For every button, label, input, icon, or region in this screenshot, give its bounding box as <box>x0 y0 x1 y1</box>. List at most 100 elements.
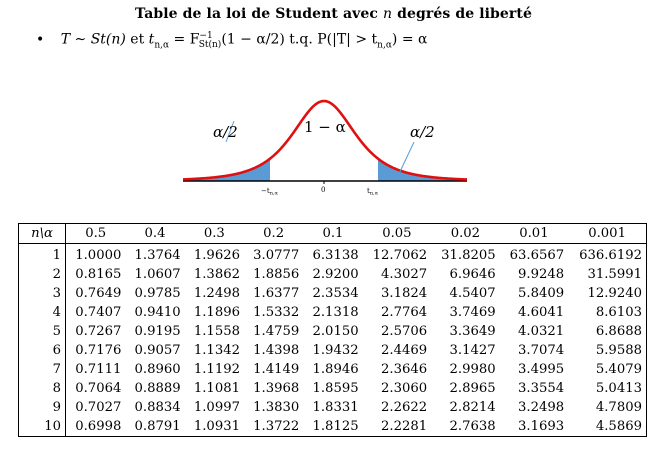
quantile-cell: 3.3649 <box>449 324 496 339</box>
quantile-cell: 1.3830 <box>253 400 300 415</box>
quantile-cell: 4.3027 <box>380 267 428 282</box>
quantile-cell: 0.7064 <box>75 381 122 396</box>
degrees-of-freedom-cell: 9 <box>18 398 66 417</box>
quantile-cell: 0.7111 <box>75 362 122 377</box>
quantile-cell: 4.7809 <box>595 400 642 415</box>
center-label: 1 − α <box>304 118 346 136</box>
quantile-cell: 1.4398 <box>253 343 300 358</box>
quantile-cell: 63.6567 <box>509 248 565 263</box>
quantile-cell: 2.2622 <box>380 400 428 415</box>
quantile-cell: 3.1427 <box>449 343 496 358</box>
quantile-cell: 2.8214 <box>449 400 496 415</box>
student-table: n\α 0.5 0.4 0.3 0.2 0.1 0.05 0.02 0.01 0.001 1 1.… <box>18 223 647 437</box>
quantile-cell: 2.3534 <box>312 286 359 301</box>
alpha-header: 0.5 <box>65 223 126 244</box>
quantile-cell: 2.0150 <box>312 324 359 339</box>
quantile-cell: 1.4759 <box>253 324 300 339</box>
quantile-cell: 1.1081 <box>193 381 240 396</box>
quantile-cell: 2.4469 <box>380 343 428 358</box>
quantile-cell: 5.0413 <box>595 381 642 396</box>
quantile-cell: 1.1896 <box>193 305 240 320</box>
alpha-header: 0.01 <box>499 223 569 244</box>
quantile-cell: 0.7649 <box>75 286 122 301</box>
definition-formula: • T ∼ St(n) et tn,α = F−1St(n)(1 − α/2) … <box>36 31 427 50</box>
quantile-cell: 2.3646 <box>380 362 428 377</box>
quantile-cell: 0.8791 <box>134 419 181 434</box>
quantile-cell: 12.9240 <box>587 286 642 301</box>
quantile-cell: 0.7176 <box>75 343 122 358</box>
table-row: 9 0.7027 0.8834 1.0997 1.3830 1.8331 2.2622 2.8… <box>18 398 647 417</box>
quantile-cell: 4.5407 <box>449 286 496 301</box>
quantile-cell: 1.1192 <box>193 362 240 377</box>
quantile-cell: 1.0931 <box>193 419 240 434</box>
degrees-of-freedom-cell: 1 <box>18 243 66 265</box>
quantile-cell: 1.3764 <box>134 248 181 263</box>
table-row: 1 1.0000 1.3764 1.9626 3.0777 6.3138 12.7062 31… <box>18 243 647 265</box>
formula-part-c: t <box>148 31 155 48</box>
quantile-cell: 1.8595 <box>312 381 359 396</box>
quantile-cell: 1.3968 <box>253 381 300 396</box>
page-title: Table de la loi de Student avec n degrés… <box>0 6 667 22</box>
quantile-cell: 1.0997 <box>193 400 240 415</box>
quantile-cell: 1.9626 <box>193 248 240 263</box>
quantile-cell: 2.5706 <box>380 324 428 339</box>
quantile-cell: 2.9200 <box>312 267 359 282</box>
quantile-cell: 31.5991 <box>587 267 642 282</box>
quantile-cell: 3.3554 <box>518 381 565 396</box>
title-text-before: Table de la loi de Student avec <box>135 6 383 22</box>
quantile-cell: 1.4149 <box>253 362 300 377</box>
table-row: 3 0.7649 0.9785 1.2498 1.6377 2.3534 3.1824 4.5… <box>18 284 647 303</box>
quantile-cell: 8.6103 <box>595 305 642 320</box>
quantile-cell: 3.1693 <box>518 419 565 434</box>
quantile-cell: 4.5869 <box>595 419 642 434</box>
quantile-cell: 1.5332 <box>253 305 300 320</box>
tick-label-zero: 0 <box>321 186 325 194</box>
quantile-cell: 0.7267 <box>75 324 122 339</box>
quantile-cell: 0.8834 <box>134 400 181 415</box>
quantile-cell: 0.8960 <box>134 362 181 377</box>
left-label-leader <box>225 120 235 143</box>
alpha-header: 0.4 <box>125 223 185 244</box>
quantile-cell: 0.9057 <box>134 343 181 358</box>
alpha-header: 0.2 <box>244 223 304 244</box>
tick-label-pos: tn,α <box>367 187 379 197</box>
alpha-header: 0.05 <box>362 223 432 244</box>
quantile-cell: 6.3138 <box>312 248 359 263</box>
right-tail-label: α/2 <box>410 123 435 141</box>
quantile-cell: 4.6041 <box>518 305 565 320</box>
table-row: 6 0.7176 0.9057 1.1342 1.4398 1.9432 2.4469 3.1… <box>18 341 647 360</box>
quantile-cell: 0.8889 <box>134 381 181 396</box>
alpha-header: 0.001 <box>568 223 647 244</box>
table-row: 8 0.7064 0.8889 1.1081 1.3968 1.8595 2.3060 2.8… <box>18 379 647 398</box>
quantile-cell: 4.0321 <box>518 324 565 339</box>
quantile-cell: 0.7027 <box>75 400 122 415</box>
quantile-cell: 1.8125 <box>312 419 359 434</box>
quantile-cell: 2.7764 <box>380 305 428 320</box>
quantile-cell: 3.0777 <box>253 248 300 263</box>
formula-sup-d: −1 <box>199 31 213 41</box>
quantile-cell: 2.3060 <box>380 381 428 396</box>
formula-part-a: T ∼ St(n) <box>60 31 126 48</box>
quantile-cell: 0.7407 <box>75 305 122 320</box>
degrees-of-freedom-cell: 2 <box>18 265 66 284</box>
t-distribution-svg: α/2 α/2 1 − α −tn,α 0 tn,α <box>182 99 468 197</box>
table-row: 7 0.7111 0.8960 1.1192 1.4149 1.8946 2.3646 2.9… <box>18 360 647 379</box>
table-header-row: n\α 0.5 0.4 0.3 0.2 0.1 0.05 0.02 0.01 0.001 <box>18 223 647 244</box>
quantile-cell: 1.3862 <box>193 267 240 282</box>
quantile-cell: 3.2498 <box>518 400 565 415</box>
formula-sub-e: n,α <box>377 40 392 51</box>
quantile-cell: 2.7638 <box>449 419 496 434</box>
left-tail-label: α/2 <box>213 123 238 141</box>
quantile-cell: 2.9980 <box>449 362 496 377</box>
quantile-cell: 1.0607 <box>134 267 181 282</box>
bullet-icon: • <box>36 31 45 48</box>
table-row: 2 0.8165 1.0607 1.3862 1.8856 2.9200 4.3027 6.9… <box>18 265 647 284</box>
right-tail-area <box>378 158 467 181</box>
quantile-cell: 3.7074 <box>518 343 565 358</box>
table-row: 4 0.7407 0.9410 1.1896 1.5332 2.1318 2.7764 3.7… <box>18 303 647 322</box>
title-variable: n <box>383 6 393 22</box>
table-body: 1 1.0000 1.3764 1.9626 3.0777 6.3138 12.7062 31… <box>18 243 647 437</box>
t-distribution-chart: α/2 α/2 1 − α −tn,α 0 tn,α <box>180 92 470 202</box>
degrees-of-freedom-cell: 7 <box>18 360 66 379</box>
quantile-cell: 0.9785 <box>134 286 181 301</box>
